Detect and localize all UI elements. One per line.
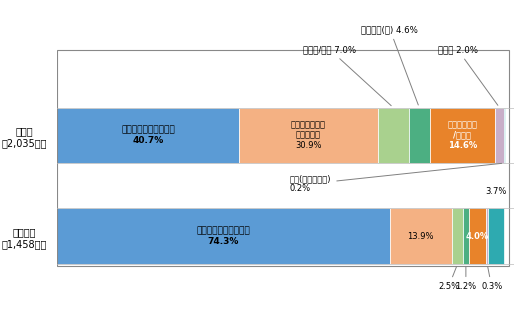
Bar <box>390 208 452 264</box>
Text: 3.7%: 3.7% <box>485 187 507 196</box>
Text: 1.2%: 1.2% <box>455 267 477 291</box>
Bar <box>463 208 469 264</box>
Bar <box>378 108 409 163</box>
Bar <box>486 208 488 264</box>
Text: 13.9%: 13.9% <box>408 232 434 241</box>
Text: 専業主婦(夫) 4.6%: 専業主婦(夫) 4.6% <box>362 25 419 105</box>
Text: その他 2.0%: その他 2.0% <box>438 45 498 105</box>
Text: 学生(留学を含む)
0.2%: 学生(留学を含む) 0.2% <box>290 163 501 193</box>
Bar <box>239 108 378 163</box>
Text: 非正規社（職）
員・従業員
30.9%: 非正規社（職） 員・従業員 30.9% <box>291 120 326 150</box>
Bar <box>409 108 429 163</box>
Text: 正社（職）員・従業員
40.7%: 正社（職）員・従業員 40.7% <box>121 126 175 145</box>
Text: 正社（職）員・従業員
74.3%: 正社（職）員・従業員 74.3% <box>196 226 250 246</box>
Bar <box>469 208 486 264</box>
Bar <box>429 108 495 163</box>
Text: 自営業/家業 7.0%: 自営業/家業 7.0% <box>303 45 391 106</box>
Bar <box>56 208 390 264</box>
Text: 0.3%: 0.3% <box>481 267 502 291</box>
Bar <box>56 108 239 163</box>
Bar <box>495 108 504 163</box>
Bar <box>488 208 505 264</box>
Text: 4.0%: 4.0% <box>466 232 489 241</box>
Text: 2.5%: 2.5% <box>438 267 459 291</box>
Text: 無職・失業中
/休職中
14.6%: 無職・失業中 /休職中 14.6% <box>448 120 477 150</box>
Bar <box>504 108 505 163</box>
Bar <box>452 208 463 264</box>
